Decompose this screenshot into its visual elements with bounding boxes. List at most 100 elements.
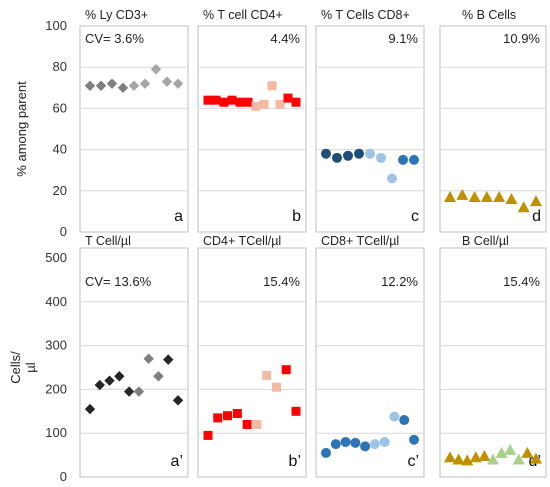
y-tick-label: 60 xyxy=(53,100,67,115)
y-tick-label: 100 xyxy=(45,18,67,33)
panel-title: T Cell/µl xyxy=(85,234,131,248)
data-point xyxy=(478,449,491,461)
panel-4: % B Cells 10.9% d xyxy=(439,8,547,233)
data-point xyxy=(376,152,386,163)
axes-layer: 0 20 40 60 80 100 % among parent 0 100 200 300 400 5… xyxy=(8,18,67,484)
data-point xyxy=(493,190,506,202)
y-tick-label: 40 xyxy=(53,142,67,157)
panel-title: % T Cells CD8+ xyxy=(321,8,410,22)
data-point xyxy=(283,93,293,103)
data-point xyxy=(275,99,285,109)
data-point xyxy=(530,452,542,464)
data-point xyxy=(84,80,96,91)
panel-frame xyxy=(79,25,189,233)
cv-label: 9.1% xyxy=(388,31,418,46)
panel-letter: b’ xyxy=(289,453,301,470)
data-point xyxy=(104,375,115,386)
data-point xyxy=(452,453,465,465)
panel-7: CD8+ TCell/µl 12.2% c’ xyxy=(315,234,425,478)
panel-title: CD4+ TCell/µl xyxy=(203,234,281,248)
data-point xyxy=(153,371,164,382)
data-point xyxy=(291,406,301,416)
y-tick-label: 300 xyxy=(45,338,67,353)
data-point xyxy=(163,354,174,365)
cv-label: 10.9% xyxy=(503,31,540,46)
panel-letter: a’ xyxy=(171,453,183,470)
data-point xyxy=(321,447,331,458)
panels-layer: % Ly CD3+CV= 3.6%a% T cell CD4+4.4%b% T … xyxy=(79,8,547,478)
panel-2: % T cell CD4+ 4.4% b xyxy=(197,8,307,233)
data-point xyxy=(354,148,364,159)
data-point xyxy=(480,190,493,202)
data-point xyxy=(223,411,233,421)
y-tick-label: 0 xyxy=(60,469,67,484)
data-point xyxy=(267,81,277,91)
data-point xyxy=(468,190,481,202)
data-point xyxy=(330,439,341,450)
data-point xyxy=(399,415,410,426)
data-point xyxy=(530,195,542,207)
data-point xyxy=(128,80,140,91)
panel-frame xyxy=(197,25,307,233)
data-point xyxy=(321,148,331,159)
data-point xyxy=(469,451,482,463)
cv-label: CV= 13.6% xyxy=(85,274,152,289)
data-point xyxy=(95,80,107,91)
data-point xyxy=(203,95,213,105)
panel-letter: a xyxy=(174,208,183,225)
panel-letter: c’ xyxy=(407,453,419,470)
data-point xyxy=(398,154,408,165)
data-point xyxy=(227,95,237,105)
panel-3: % T Cells CD8+ 9.1% c xyxy=(315,8,425,233)
data-point xyxy=(123,386,135,397)
data-point xyxy=(143,353,154,364)
data-point xyxy=(117,82,129,93)
panel-frame xyxy=(315,25,425,233)
data-point xyxy=(150,64,162,75)
cv-label: 15.4% xyxy=(263,274,300,289)
y-tick-label: 0 xyxy=(60,224,67,239)
panel-5: T Cell/µl CV= 13.6% a’ xyxy=(79,234,189,478)
data-point xyxy=(291,97,301,107)
data-point xyxy=(235,97,245,107)
panel-title: % B Cells xyxy=(462,8,516,22)
cv-label: 4.4% xyxy=(270,31,300,46)
data-point xyxy=(242,419,252,429)
data-point xyxy=(409,434,419,445)
panel-6: CD4+ TCell/µl 15.4% b’ xyxy=(197,234,307,478)
data-point xyxy=(259,99,269,109)
panel-1: % Ly CD3+ CV= 3.6% a xyxy=(79,8,189,233)
panel-frame xyxy=(439,25,547,233)
data-point xyxy=(211,95,221,105)
panel-letter: d xyxy=(532,208,541,225)
data-point xyxy=(332,152,342,163)
y-tick-label: 400 xyxy=(45,294,67,309)
data-point xyxy=(232,408,242,418)
panel-title: CD8+ TCell/µl xyxy=(321,234,399,248)
data-point xyxy=(495,446,508,458)
data-point xyxy=(512,453,525,465)
panel-frame xyxy=(439,247,547,478)
panel-frame xyxy=(315,247,425,478)
panel-frame xyxy=(197,247,307,478)
panel-letter: c xyxy=(411,208,419,225)
y-tick-label: 80 xyxy=(53,59,67,74)
y-axis-label: Cells/µl xyxy=(8,351,38,384)
cv-label: CV= 3.6% xyxy=(85,31,144,46)
data-point xyxy=(213,413,223,423)
data-point xyxy=(456,188,469,200)
data-point xyxy=(487,453,499,465)
panel-title: % Ly CD3+ xyxy=(85,8,148,22)
data-point xyxy=(84,403,96,415)
data-point xyxy=(379,436,390,447)
data-point xyxy=(161,76,173,87)
data-point xyxy=(343,150,353,161)
data-point xyxy=(252,419,262,429)
y-tick-label: 200 xyxy=(45,381,67,396)
data-point xyxy=(172,78,184,89)
panel-frame xyxy=(79,247,189,478)
y-tick-label: 20 xyxy=(53,183,67,198)
data-point xyxy=(365,148,375,159)
